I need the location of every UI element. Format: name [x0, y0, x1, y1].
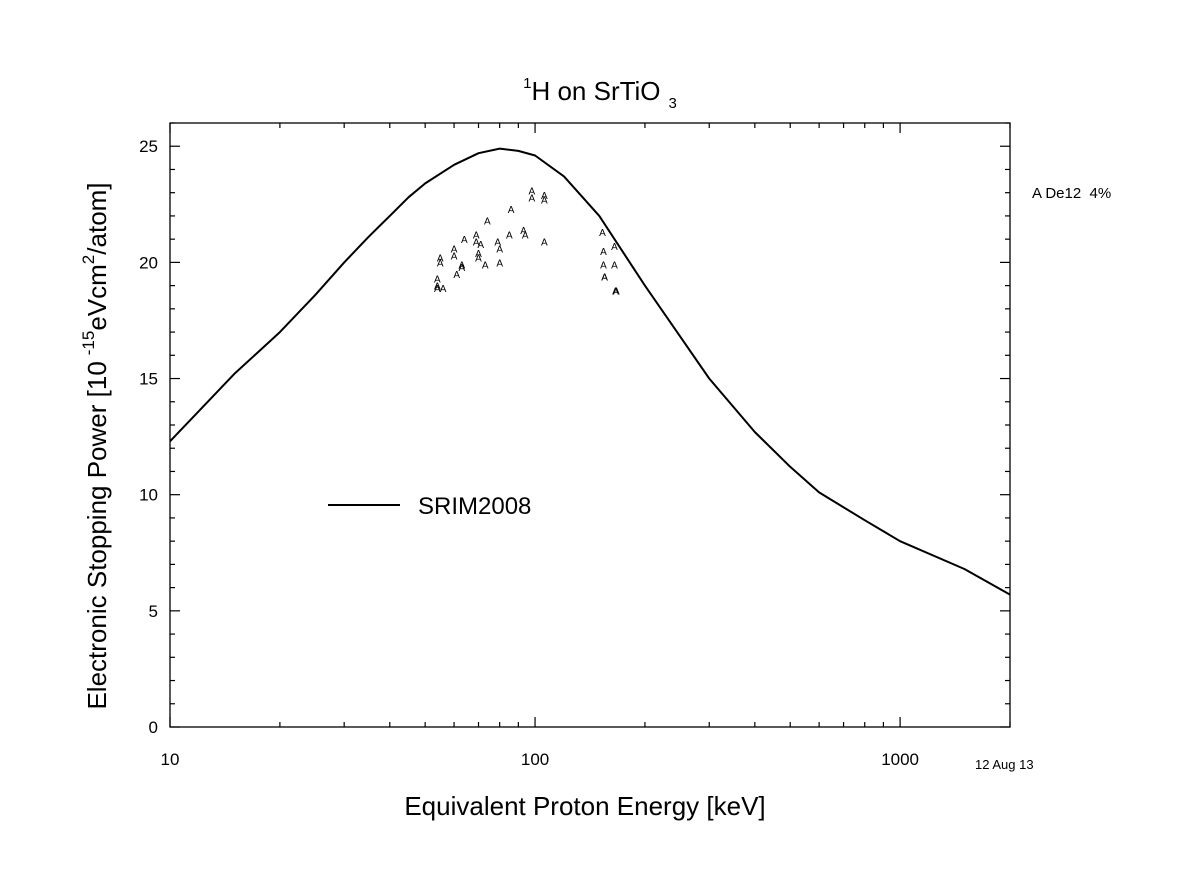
data-point-marker: A [434, 282, 441, 293]
chart-title-subscript: 3 [669, 95, 677, 112]
y-axis-label: Electronic Stopping Power [10 -15eVcm2/at… [79, 182, 112, 709]
y-axis-label-post: /atom] [82, 182, 112, 254]
data-point-marker: A [541, 237, 548, 248]
date-annotation: 12 Aug 13 [975, 757, 1034, 772]
data-point-marker: A [475, 249, 482, 260]
data-point-marker: A [458, 261, 465, 272]
data-point-marker: A [451, 251, 458, 262]
data-point-marker: A [475, 254, 482, 265]
side-legend-text: A De12 4% [1032, 185, 1111, 202]
data-point-marker: A [482, 261, 489, 272]
data-point-marker: A [453, 270, 460, 281]
y-tick-label: 10 [139, 486, 158, 505]
y-axis-label-sup1: -15 [79, 331, 98, 356]
data-point-marker: A [477, 240, 484, 251]
data-point-marker: A [494, 237, 501, 248]
data-point-marker: A [529, 193, 536, 204]
data-point-marker: A [601, 272, 608, 283]
data-point-marker: A [601, 272, 608, 283]
chart-title-superscript: 1 [523, 75, 531, 92]
data-point-marker: A [522, 231, 529, 242]
data-point-marker: A [451, 244, 458, 255]
data-point-marker: A [473, 237, 480, 248]
srim2008-series [169, 147, 1011, 596]
data-point-marker: A [612, 286, 619, 297]
data-point-marker: A [434, 284, 441, 295]
plot-frame [169, 122, 1011, 728]
legend: SRIM2008 [328, 493, 531, 520]
chart-title-main: H on SrTiO [531, 76, 660, 106]
y-axis-label-pre: Electronic Stopping Power [10 [82, 361, 112, 709]
axis-tick-labels: 10 100 1000 0 5 10 15 20 25 [139, 137, 919, 769]
x-tick-label: 100 [521, 750, 549, 769]
y-tick-label: 5 [149, 602, 158, 621]
y-tick-label: 25 [139, 137, 158, 156]
data-point-marker: A [613, 286, 620, 297]
srim2008-curve [169, 147, 1011, 596]
data-point-marker: A [541, 191, 548, 202]
data-point-marker: A [473, 231, 480, 242]
data-point-marker: A [600, 261, 607, 272]
y-axis-label-sup2: 2 [79, 255, 98, 264]
data-point-marker: A [496, 244, 503, 255]
data-point-marker: A [508, 205, 515, 216]
x-tick-label: 1000 [881, 750, 919, 769]
data-point-marker: A [611, 242, 618, 253]
data-point-marker: A [437, 254, 444, 265]
y-tick-label: 15 [139, 370, 158, 389]
data-point-marker: A [611, 261, 618, 272]
data-point-marker: A [461, 235, 468, 246]
data-point-marker: A [434, 275, 441, 286]
chart-title: 1H on SrTiO 3 [523, 75, 677, 112]
data-point-marker: A [484, 217, 491, 228]
data-point-marker: A [599, 228, 606, 239]
x-tick-label: 10 [161, 750, 180, 769]
legend-label-srim2008: SRIM2008 [418, 493, 531, 520]
data-point-marker: A [496, 258, 503, 269]
data-point-marker: A [520, 226, 527, 237]
data-point-marker: A [440, 284, 447, 295]
axis-ticks [169, 122, 1011, 728]
data-point-marker: A [506, 231, 513, 242]
y-tick-label: 0 [149, 718, 158, 737]
data-point-marker: A [437, 258, 444, 269]
data-point-marker: A [600, 247, 607, 258]
y-tick-label: 20 [139, 253, 158, 272]
data-point-marker: A [529, 186, 536, 197]
y-axis-label-mid: eVcm [82, 264, 112, 330]
x-axis-label: Equivalent Proton Energy [keV] [404, 791, 765, 821]
data-point-marker: A [458, 263, 465, 274]
data-point-marker: A [541, 196, 548, 207]
